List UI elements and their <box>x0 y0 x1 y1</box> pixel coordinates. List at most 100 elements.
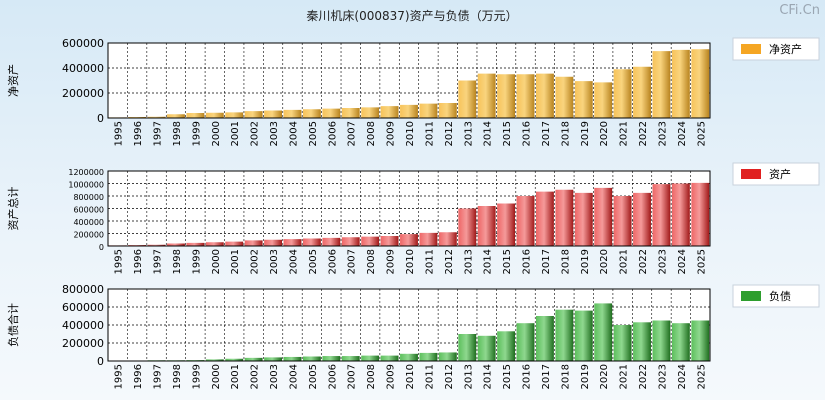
x-tick-label: 2016 <box>522 249 533 274</box>
bar-2014 <box>477 335 496 361</box>
x-tick-label: 2008 <box>366 249 377 274</box>
chart-title: 秦川机床(000837)资产与负债（万元） <box>306 9 517 23</box>
x-tick-label: 2004 <box>288 249 299 274</box>
x-tick-label: 1996 <box>133 249 144 274</box>
x-tick-label: 2017 <box>541 364 552 389</box>
x-tick-label: 2012 <box>444 364 455 389</box>
bar-2021 <box>613 196 632 246</box>
bar-2013 <box>458 334 477 361</box>
bar-1998 <box>167 114 185 118</box>
bar-2002 <box>244 111 263 118</box>
x-tick-label: 2020 <box>599 249 610 274</box>
x-tick-label: 2021 <box>619 249 630 274</box>
x-tick-label: 2014 <box>483 121 494 146</box>
bar-2019 <box>574 192 593 246</box>
bar-2017 <box>536 316 554 361</box>
bar-2007 <box>341 108 360 118</box>
bar-2016 <box>516 323 535 361</box>
bar-2001 <box>225 241 244 246</box>
legend-box <box>732 284 820 308</box>
bar-2012 <box>438 232 457 246</box>
y-tick-label: 400000 <box>62 319 104 332</box>
x-tick-label: 2023 <box>657 249 668 274</box>
bar-2003 <box>264 239 282 246</box>
bar-2005 <box>302 238 321 246</box>
x-tick-label: 2025 <box>696 249 707 274</box>
y-tick-label: 400000 <box>62 62 104 75</box>
bar-1998 <box>167 243 185 246</box>
bar-2005 <box>302 356 321 361</box>
x-tick-label: 2003 <box>269 364 280 389</box>
bar-2002 <box>244 240 263 246</box>
x-tick-label: 2000 <box>211 121 222 146</box>
bar-2018 <box>555 189 574 246</box>
bar-2015 <box>497 74 516 118</box>
bar-2025 <box>691 49 710 118</box>
x-tick-label: 2025 <box>696 121 707 146</box>
x-tick-label: 2012 <box>444 121 455 146</box>
bar-2014 <box>477 206 496 246</box>
bar-2022 <box>633 322 651 361</box>
legend-swatch <box>741 291 761 301</box>
x-tick-label: 2019 <box>580 364 591 389</box>
y-tick-label: 600000 <box>73 206 104 215</box>
panel-total-liabilities: 0 200000 400000 600000 800000 1995 1996 1997 199… <box>6 283 820 389</box>
bar-1997 <box>147 244 166 246</box>
bar-2004 <box>283 109 302 118</box>
bar-2008 <box>361 355 380 361</box>
x-tick-label: 2001 <box>230 249 241 274</box>
x-tick-label: 1999 <box>191 364 202 389</box>
x-tick-label: 2019 <box>580 121 591 146</box>
plot-frame <box>107 170 711 247</box>
bar-2010 <box>400 104 418 118</box>
x-tick-label: 1999 <box>191 121 202 146</box>
y-tick-label: 600000 <box>62 37 104 50</box>
bar-1999 <box>186 113 205 118</box>
bar-2023 <box>652 184 671 246</box>
bar-2015 <box>497 203 516 246</box>
x-tick-label: 2015 <box>502 121 513 146</box>
bar-2016 <box>516 74 535 118</box>
bar-2010 <box>400 234 418 246</box>
x-tick-label: 2001 <box>230 121 241 146</box>
bar-2004 <box>283 356 302 361</box>
bar-2012 <box>438 103 457 118</box>
y-tick-label: 1000000 <box>68 181 104 190</box>
x-tick-label: 2006 <box>327 249 338 274</box>
y-tick-label: 400000 <box>73 218 104 227</box>
x-tick-label: 2024 <box>677 121 688 146</box>
y-tick-label: 0 <box>97 355 104 368</box>
x-tick-label: 2016 <box>522 121 533 146</box>
x-tick-label: 2018 <box>560 364 571 389</box>
bar-2019 <box>574 81 593 118</box>
bar-2002 <box>244 357 263 361</box>
bar-2024 <box>671 183 690 246</box>
y-axis-label: 净资产 <box>6 64 20 97</box>
x-tick-label: 2002 <box>250 249 261 274</box>
x-tick-label: 1995 <box>114 364 125 389</box>
x-tick-label: 2009 <box>386 364 397 389</box>
y-tick-label: 200000 <box>62 87 104 100</box>
bar-2020 <box>594 303 613 361</box>
x-tick-label: 2005 <box>308 364 319 389</box>
x-tick-label: 2024 <box>677 249 688 274</box>
x-tick-label: 2013 <box>463 249 474 274</box>
bar-2001 <box>225 358 244 361</box>
bar-2015 <box>497 331 516 361</box>
y-tick-label: 800000 <box>62 283 104 296</box>
x-tick-label: 2014 <box>483 249 494 274</box>
bar-2010 <box>400 353 418 361</box>
bar-2013 <box>458 80 477 118</box>
panel-total-assets: 0 200000 400000 600000 800000 1000000 1200000 1… <box>6 162 820 274</box>
x-tick-label: 1999 <box>191 249 202 274</box>
x-tick-label: 2021 <box>619 364 630 389</box>
x-tick-label: 2017 <box>541 121 552 146</box>
x-tick-label: 1997 <box>153 121 164 146</box>
x-tick-label: 2025 <box>696 364 707 389</box>
bar-1999 <box>186 242 205 246</box>
bar-2017 <box>536 191 554 246</box>
bar-2014 <box>477 73 496 118</box>
y-tick-label: 200000 <box>62 337 104 350</box>
y-axis-label: 负债合计 <box>6 303 20 347</box>
